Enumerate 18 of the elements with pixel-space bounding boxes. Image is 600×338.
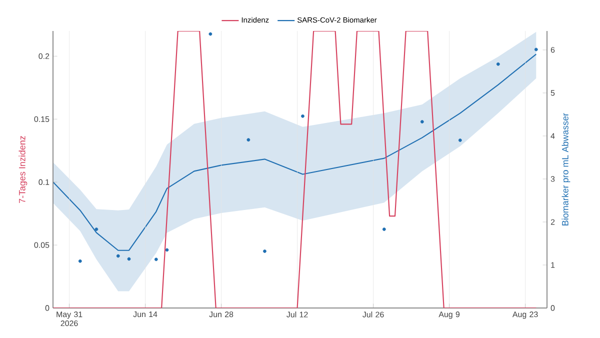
point xyxy=(496,62,500,66)
point xyxy=(301,114,304,118)
y-axis-title: 7-Tages Inzidenz xyxy=(18,136,28,203)
point xyxy=(116,254,120,258)
point xyxy=(263,250,266,253)
y2-axis-title: Biomarker pro mL Abwasser xyxy=(562,113,570,226)
point xyxy=(78,259,82,263)
line-series xyxy=(53,54,537,251)
point xyxy=(382,228,386,231)
point xyxy=(127,257,131,261)
point xyxy=(420,120,424,124)
point xyxy=(208,32,212,36)
point xyxy=(534,48,538,52)
point xyxy=(458,138,462,142)
point xyxy=(94,228,98,231)
point xyxy=(154,258,158,262)
point xyxy=(246,138,250,142)
point xyxy=(165,248,169,252)
